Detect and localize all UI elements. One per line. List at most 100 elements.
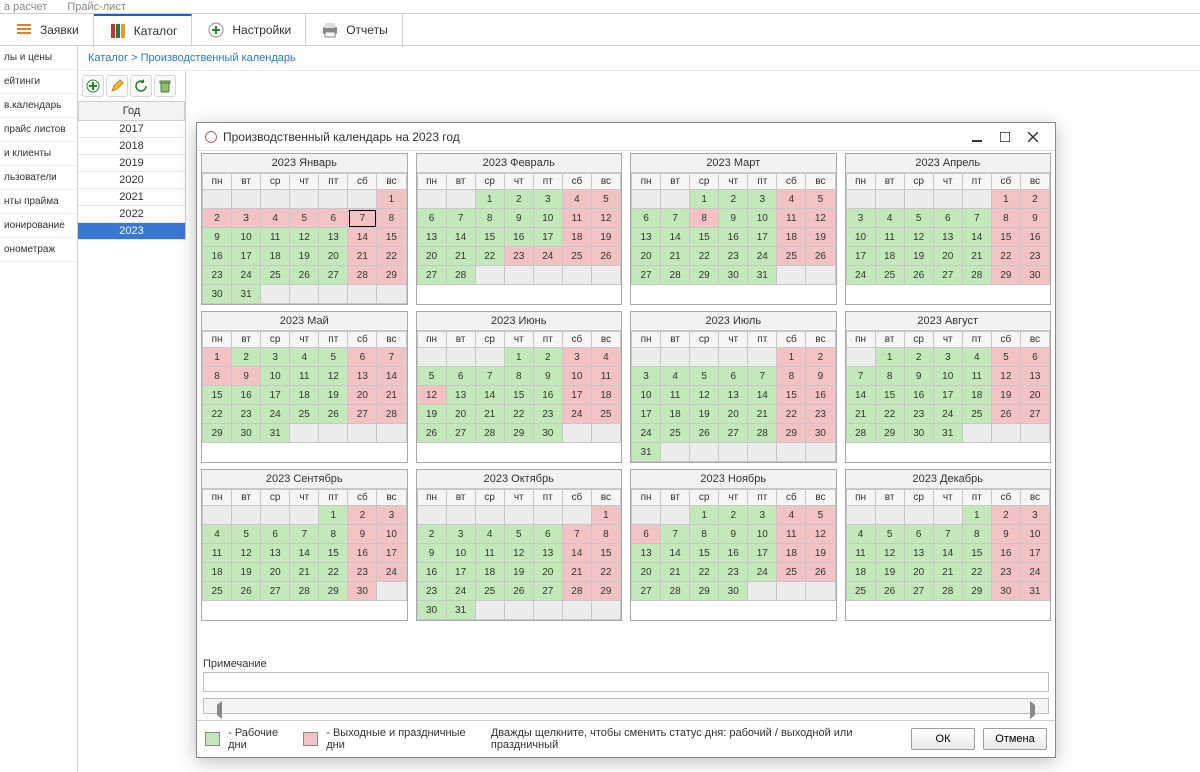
day-cell[interactable]: 8 <box>319 525 348 544</box>
day-cell[interactable]: 8 <box>504 367 533 386</box>
day-cell[interactable]: 20 <box>348 386 377 405</box>
day-cell[interactable]: 24 <box>846 266 875 285</box>
day-cell[interactable]: 13 <box>933 228 962 247</box>
day-cell[interactable]: 23 <box>232 405 261 424</box>
day-cell[interactable]: 14 <box>661 544 690 563</box>
sidebar-item-2[interactable]: в.календарь <box>0 94 77 118</box>
day-cell[interactable]: 15 <box>475 228 504 247</box>
day-cell[interactable]: 27 <box>348 405 377 424</box>
day-cell[interactable]: 27 <box>719 424 748 443</box>
day-cell[interactable]: 19 <box>319 386 348 405</box>
day-cell[interactable]: 22 <box>777 405 806 424</box>
day-cell[interactable]: 9 <box>904 367 933 386</box>
day-cell[interactable]: 27 <box>446 424 475 443</box>
day-cell[interactable]: 9 <box>417 544 446 563</box>
day-cell[interactable]: 18 <box>777 544 806 563</box>
day-cell[interactable]: 20 <box>933 247 962 266</box>
year-2021[interactable]: 2021 <box>78 189 185 206</box>
top-tab-left[interactable]: а расчет <box>4 1 47 13</box>
day-cell[interactable]: 16 <box>533 386 562 405</box>
day-cell[interactable]: 28 <box>377 405 406 424</box>
day-cell[interactable]: 9 <box>348 525 377 544</box>
day-cell[interactable]: 10 <box>533 209 562 228</box>
day-cell[interactable]: 12 <box>904 228 933 247</box>
day-cell[interactable]: 21 <box>846 405 875 424</box>
day-cell[interactable]: 25 <box>562 247 591 266</box>
day-cell[interactable]: 2 <box>533 348 562 367</box>
day-cell[interactable]: 28 <box>348 266 377 285</box>
day-cell[interactable]: 24 <box>1020 563 1049 582</box>
day-cell[interactable]: 26 <box>991 405 1020 424</box>
day-cell[interactable]: 29 <box>377 266 406 285</box>
day-cell[interactable]: 23 <box>203 266 232 285</box>
day-cell[interactable]: 23 <box>348 563 377 582</box>
day-cell[interactable]: 26 <box>504 582 533 601</box>
day-cell[interactable]: 22 <box>991 247 1020 266</box>
day-cell[interactable]: 29 <box>991 266 1020 285</box>
day-cell[interactable]: 14 <box>475 386 504 405</box>
day-cell[interactable]: 17 <box>261 386 290 405</box>
day-cell[interactable]: 21 <box>661 247 690 266</box>
year-2017[interactable]: 2017 <box>78 121 185 138</box>
day-cell[interactable]: 13 <box>1020 367 1049 386</box>
day-cell[interactable]: 15 <box>777 386 806 405</box>
day-cell[interactable]: 15 <box>962 544 991 563</box>
day-cell[interactable]: 25 <box>261 266 290 285</box>
day-cell[interactable]: 24 <box>533 247 562 266</box>
minimize-button[interactable] <box>963 127 991 147</box>
day-cell[interactable]: 24 <box>933 405 962 424</box>
day-cell[interactable]: 10 <box>562 367 591 386</box>
day-cell[interactable]: 4 <box>777 190 806 209</box>
day-cell[interactable]: 25 <box>591 405 620 424</box>
day-cell[interactable]: 23 <box>991 563 1020 582</box>
day-cell[interactable]: 10 <box>1020 525 1049 544</box>
day-cell[interactable]: 1 <box>475 190 504 209</box>
day-cell[interactable]: 16 <box>904 386 933 405</box>
sidebar-item-4[interactable]: и клиенты <box>0 142 77 166</box>
maximize-button[interactable] <box>991 127 1019 147</box>
day-cell[interactable]: 27 <box>933 266 962 285</box>
day-cell[interactable]: 5 <box>290 209 319 228</box>
day-cell[interactable]: 23 <box>504 247 533 266</box>
day-cell[interactable]: 4 <box>591 348 620 367</box>
day-cell[interactable]: 18 <box>203 563 232 582</box>
day-cell[interactable]: 20 <box>533 563 562 582</box>
day-cell[interactable]: 6 <box>632 525 661 544</box>
day-cell[interactable]: 9 <box>991 525 1020 544</box>
day-cell[interactable]: 7 <box>661 525 690 544</box>
day-cell[interactable]: 14 <box>562 544 591 563</box>
day-cell[interactable]: 7 <box>562 525 591 544</box>
day-cell[interactable]: 29 <box>591 582 620 601</box>
day-cell[interactable]: 4 <box>661 367 690 386</box>
day-cell[interactable]: 13 <box>261 544 290 563</box>
day-cell[interactable]: 18 <box>962 386 991 405</box>
day-cell[interactable]: 28 <box>475 424 504 443</box>
day-cell[interactable]: 4 <box>962 348 991 367</box>
day-cell[interactable]: 22 <box>377 247 406 266</box>
day-cell[interactable]: 6 <box>1020 348 1049 367</box>
day-cell[interactable]: 10 <box>933 367 962 386</box>
day-cell[interactable]: 17 <box>748 544 777 563</box>
day-cell[interactable]: 5 <box>319 348 348 367</box>
day-cell[interactable]: 26 <box>875 582 904 601</box>
day-cell[interactable]: 3 <box>748 190 777 209</box>
day-cell[interactable]: 3 <box>261 348 290 367</box>
day-cell[interactable]: 8 <box>203 367 232 386</box>
day-cell[interactable]: 1 <box>319 506 348 525</box>
day-cell[interactable]: 12 <box>875 544 904 563</box>
day-cell[interactable]: 15 <box>875 386 904 405</box>
day-cell[interactable]: 26 <box>904 266 933 285</box>
day-cell[interactable]: 25 <box>203 582 232 601</box>
day-cell[interactable]: 31 <box>232 285 261 304</box>
day-cell[interactable]: 30 <box>348 582 377 601</box>
day-cell[interactable]: 7 <box>748 367 777 386</box>
day-cell[interactable]: 20 <box>417 247 446 266</box>
day-cell[interactable]: 8 <box>991 209 1020 228</box>
day-cell[interactable]: 30 <box>533 424 562 443</box>
day-cell[interactable]: 22 <box>962 563 991 582</box>
day-cell[interactable]: 6 <box>933 209 962 228</box>
day-cell[interactable]: 11 <box>846 544 875 563</box>
day-cell[interactable]: 5 <box>417 367 446 386</box>
day-cell[interactable]: 21 <box>377 386 406 405</box>
day-cell[interactable]: 10 <box>748 209 777 228</box>
